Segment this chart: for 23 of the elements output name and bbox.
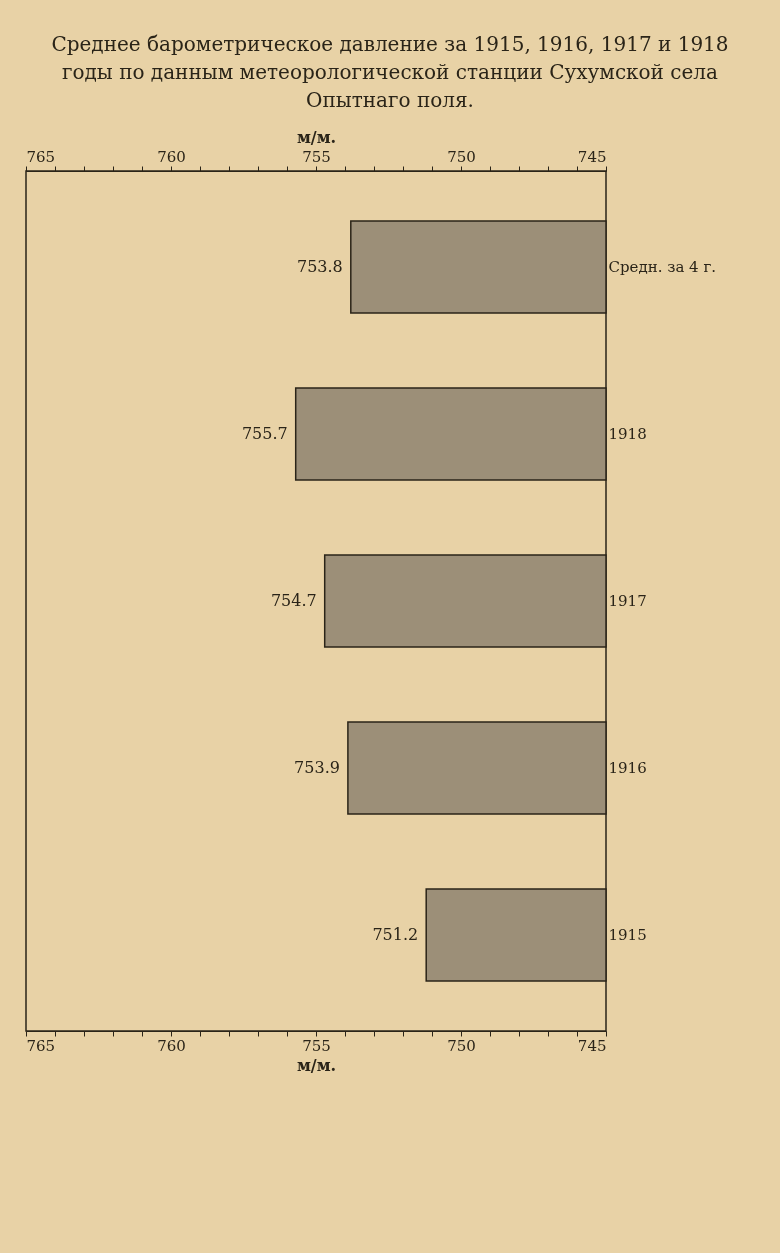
y-tick-label: 1916	[608, 758, 647, 777]
x-tick-label: 750	[447, 1036, 476, 1055]
x2-tick-label: 765	[26, 147, 56, 166]
chart-title: Среднее барометрическое давление за 1915, 1916, 1917 и 1918 годы по данным метеорологической станции Сухумской села Опытнаго поля.	[50, 31, 730, 114]
x-tick-label: 760	[157, 1036, 186, 1055]
data-label: 754.7	[270, 591, 317, 610]
x-tick-label: 755	[302, 1036, 331, 1055]
y-tick-label: Средн. за 4 г.	[608, 258, 717, 277]
data-label: 751.2	[372, 924, 419, 944]
x2-tick-label: 760	[157, 147, 186, 166]
data-label: 755.7	[241, 424, 288, 444]
x-tick-label: 765	[26, 1036, 56, 1055]
data-label: 753.9	[294, 757, 340, 777]
y-tick-label: 1917	[608, 592, 647, 610]
x-axis-title: м/м.	[296, 1055, 337, 1075]
x2-tick-label: 750	[447, 147, 476, 166]
x2-axis-title: м/м.	[296, 127, 337, 147]
y-tick-label: 1915	[608, 925, 647, 944]
y-tick-label: 1918	[608, 425, 647, 444]
x2-tick-label: 755	[302, 147, 331, 166]
x-tick-label: 745	[577, 1036, 607, 1055]
x2-tick-label: 745	[577, 147, 607, 166]
data-label: 753.8	[296, 257, 343, 277]
